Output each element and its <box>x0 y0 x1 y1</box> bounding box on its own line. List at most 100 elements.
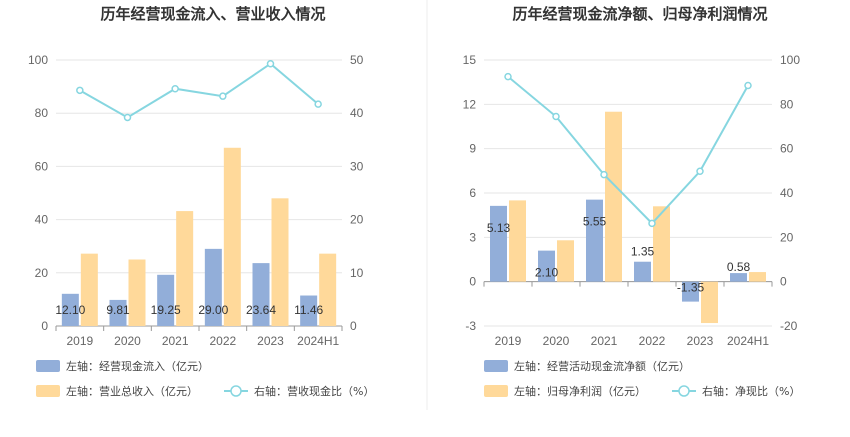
chart2-ratio-point <box>600 170 608 179</box>
chart2-y-left-tick: -3 <box>465 319 476 333</box>
chart2-legend-swatch <box>484 360 508 372</box>
chart1-bar-primary <box>252 263 270 326</box>
chart2-data-label: 5.55 <box>583 215 607 229</box>
chart1-bar-primary <box>61 293 79 326</box>
chart1-bar-primary <box>109 299 127 326</box>
chart1-bar-primary <box>157 274 175 326</box>
chart2-legend-label: 左轴：经营活动现金流净额（亿元） <box>514 359 690 373</box>
chart2-bar-secondary <box>701 281 718 324</box>
chart2-category-label: 2022 <box>639 334 666 348</box>
chart1-ratio-point <box>123 113 132 122</box>
chart1-ratio-point <box>171 84 179 93</box>
chart1-bar-secondary <box>128 259 146 326</box>
chart2-y-right-tick: 60 <box>780 142 794 156</box>
chart2-bar-secondary <box>749 272 766 282</box>
chart1-ratio-point <box>219 92 227 100</box>
chart1-bar-secondary <box>176 211 194 326</box>
chart2-y-right-tick: 0 <box>780 275 787 289</box>
chart2-y-right-tick: 100 <box>780 53 800 67</box>
chart1-bar-secondary <box>271 198 289 326</box>
chart2-y-left-tick: 3 <box>469 230 476 244</box>
chart2-bar-secondary <box>557 240 574 282</box>
chart2-category-label: 2020 <box>543 334 570 348</box>
chart2-category-label: 2019 <box>495 334 522 348</box>
chart1-data-label: 29.00 <box>198 303 228 317</box>
chart2-legend-label: 右轴：净现比（%） <box>702 384 800 398</box>
chart2-data-label: 1.35 <box>631 245 655 259</box>
chart1-y-right-tick: 40 <box>350 106 364 120</box>
chart2-ratio-line <box>507 75 749 225</box>
chart1-ratio-point <box>76 86 84 95</box>
chart1-y-right-tick: 0 <box>350 319 357 333</box>
chart1-y-left-tick: 80 <box>35 106 49 120</box>
chart2-y-right-tick: 20 <box>780 230 794 244</box>
chart2-y-left-tick: 6 <box>469 186 476 200</box>
chart2-category-label: 2023 <box>687 334 714 348</box>
chart2-y-right-tick: 40 <box>780 186 794 200</box>
chart1-bar-secondary <box>223 147 241 326</box>
chart2-category-label: 2024H1 <box>727 334 769 348</box>
chart1-y-left-tick: 60 <box>35 159 49 173</box>
chart1-y-right-tick: 20 <box>350 213 364 227</box>
chart2-ratio-point <box>504 72 512 81</box>
chart2-ratio-point <box>648 219 656 228</box>
chart1-y-left-tick: 40 <box>35 213 49 227</box>
chart1-bar-primary <box>300 295 318 326</box>
chart2-bar-primary <box>730 273 747 282</box>
chart2-ratio-point <box>696 167 704 176</box>
chart2-category-label: 2021 <box>591 334 618 348</box>
chart2-bar-primary <box>586 199 603 282</box>
chart2-y-right-tick: -20 <box>780 319 798 333</box>
chart2-y-left-tick: 9 <box>469 142 476 156</box>
chart2-legend-label: 左轴：归母净利润（亿元） <box>514 384 646 398</box>
chart1-y-left-tick: 100 <box>28 53 48 67</box>
chart1-ratio-point <box>314 100 322 108</box>
chart2-bar-primary <box>538 250 555 282</box>
chart1-data-label: 23.64 <box>246 303 276 317</box>
chart2-ratio-point <box>744 81 752 90</box>
chart2-data-label: 2.10 <box>535 266 559 280</box>
chart2-ratio-point <box>552 112 560 121</box>
chart1-y-right-tick: 10 <box>350 266 364 280</box>
chart1-category-label: 2023 <box>257 334 284 348</box>
chart1-data-label: 19.25 <box>151 303 181 317</box>
chart2-y-left-tick: 12 <box>463 97 477 111</box>
chart1-category-label: 2024H1 <box>297 334 339 348</box>
chart1-bar-secondary <box>80 253 98 326</box>
chart2-bar-secondary <box>605 111 622 282</box>
chart1-y-right-tick: 50 <box>350 53 364 67</box>
chart2-legend-swatch <box>484 385 508 397</box>
chart2-legend-marker <box>678 385 690 397</box>
chart1-legend-swatch <box>36 360 60 372</box>
chart1-legend-swatch <box>36 385 60 397</box>
chart2-y-left-tick: 0 <box>469 275 476 289</box>
chart2-bar-secondary <box>509 200 526 282</box>
chart1-ratio-line <box>79 62 319 119</box>
chart2-bar-secondary <box>653 206 670 282</box>
chart1-y-left-tick: 0 <box>41 319 48 333</box>
chart1-legend-marker <box>230 385 242 397</box>
chart1-title: 历年经营现金流入、营业收入情况 <box>100 5 325 23</box>
chart1-bar-primary <box>204 248 222 326</box>
chart2-y-right-tick: 80 <box>780 97 794 111</box>
chart2-title: 历年经营现金流净额、归母净利润情况 <box>512 5 767 23</box>
chart1-y-right-tick: 30 <box>350 159 364 173</box>
chart2-data-label: 0.58 <box>727 260 751 274</box>
chart2-bar-primary <box>634 261 651 282</box>
chart1-bar-secondary <box>319 253 337 326</box>
chart1-legend-label: 左轴：经营现金流入（亿元） <box>66 359 209 373</box>
chart2-bar-primary <box>490 205 507 282</box>
chart1-category-label: 2022 <box>209 334 236 348</box>
chart1-data-label: 11.46 <box>294 303 323 317</box>
chart1-category-label: 2019 <box>66 334 93 348</box>
chart1-category-label: 2021 <box>162 334 189 348</box>
chart1-data-label: 12.10 <box>55 303 85 317</box>
chart2-data-label: 5.13 <box>487 221 511 235</box>
chart1-ratio-point <box>266 59 275 68</box>
chart2-bar-primary <box>682 281 699 302</box>
chart2-data-label: -1.35 <box>677 281 705 295</box>
chart1-y-left-tick: 20 <box>35 266 49 280</box>
chart2-y-left-tick: 15 <box>463 53 477 67</box>
